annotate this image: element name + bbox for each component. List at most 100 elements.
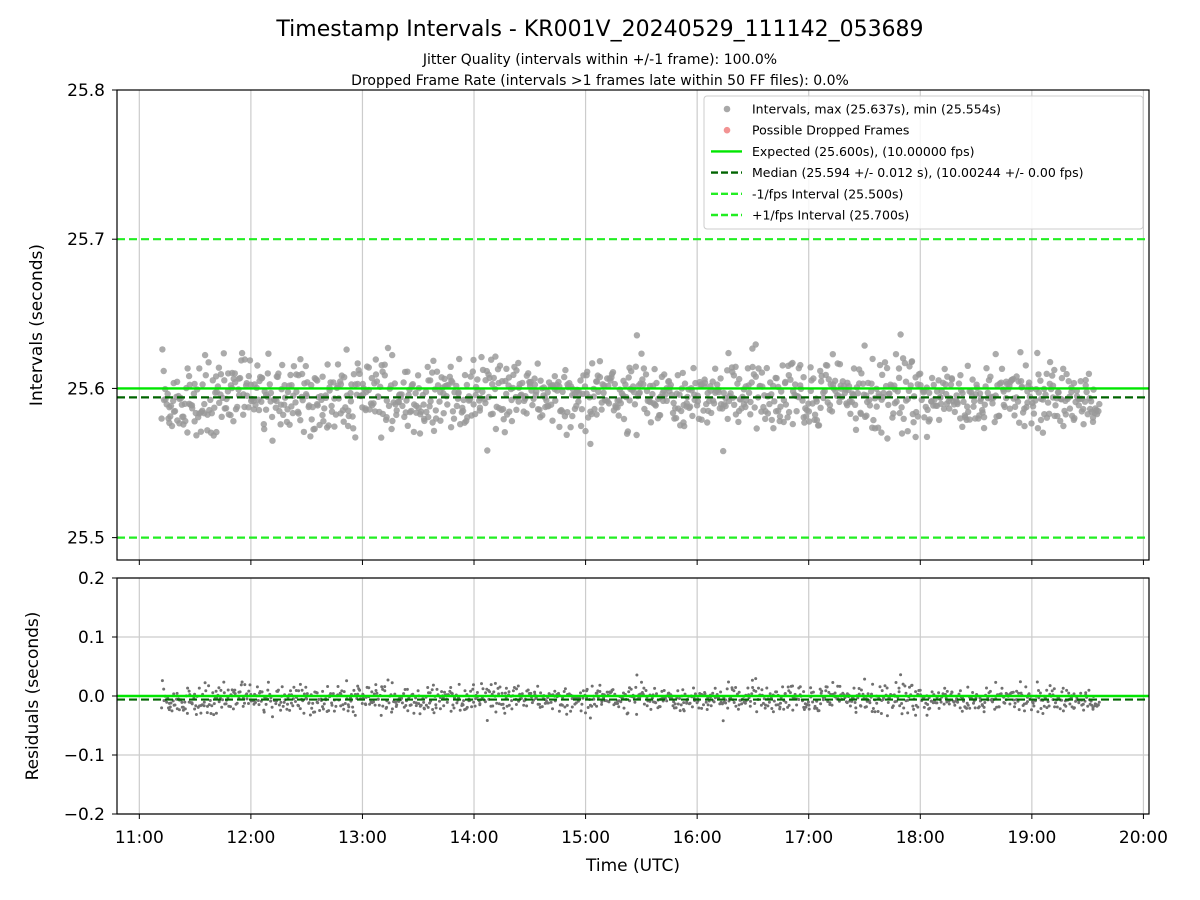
interval-point <box>836 361 844 368</box>
interval-point <box>1080 421 1087 428</box>
residual-point <box>321 689 325 693</box>
interval-point <box>681 422 688 430</box>
interval-point <box>708 409 715 417</box>
residual-point <box>233 692 237 696</box>
residual-point <box>655 692 658 696</box>
residual-point <box>546 701 550 705</box>
x-tick-label: 16:00 <box>673 828 722 848</box>
interval-point <box>344 422 352 430</box>
interval-point <box>890 410 897 417</box>
residual-point <box>836 684 840 688</box>
residual-point <box>871 707 875 710</box>
residual-point <box>563 687 567 691</box>
residual-point <box>901 682 905 686</box>
residual-point <box>481 687 485 691</box>
interval-point <box>983 365 990 372</box>
interval-point <box>858 370 865 377</box>
interval-point <box>805 408 813 415</box>
residual-point <box>181 705 185 709</box>
residual-point <box>298 682 302 686</box>
interval-point <box>807 364 814 371</box>
interval-point <box>971 397 978 405</box>
interval-point <box>171 407 179 415</box>
interval-point <box>479 388 486 395</box>
residual-point <box>709 704 713 708</box>
residual-point <box>426 705 430 709</box>
residual-point <box>863 677 867 681</box>
interval-point <box>730 372 738 379</box>
residual-point <box>569 709 573 713</box>
interval-point <box>328 402 335 410</box>
residual-point <box>422 707 426 711</box>
residual-point <box>230 688 234 692</box>
interval-point <box>254 362 261 369</box>
interval-point <box>622 381 629 388</box>
residual-point <box>318 709 322 712</box>
interval-point <box>534 360 541 367</box>
residual-point <box>321 705 324 709</box>
interval-point <box>940 405 948 412</box>
residual-point <box>791 684 794 688</box>
residual-point <box>515 687 518 691</box>
interval-point <box>589 360 596 367</box>
residual-point <box>682 709 686 713</box>
residual-point <box>373 703 377 707</box>
interval-point <box>533 388 540 395</box>
interval-point <box>861 342 868 349</box>
interval-point <box>567 424 574 431</box>
interval-point <box>724 415 731 423</box>
residual-point <box>791 708 795 712</box>
residual-point <box>850 699 854 703</box>
interval-point <box>898 430 906 437</box>
interval-point <box>292 399 299 406</box>
residual-point <box>820 689 824 693</box>
interval-point <box>1037 416 1045 424</box>
residual-point <box>1064 704 1068 708</box>
interval-point <box>211 404 218 411</box>
interval-point <box>1044 399 1052 406</box>
interval-point <box>290 363 298 370</box>
interval-point <box>892 351 900 358</box>
residual-point <box>212 702 216 706</box>
interval-point <box>768 416 775 424</box>
residual-point <box>383 685 387 689</box>
residual-point <box>551 707 554 711</box>
intervals-y-ticks: 25.5 25.6 25.7 25.8 <box>67 81 117 549</box>
residual-point <box>706 703 710 707</box>
residual-point <box>1061 709 1065 713</box>
residual-point <box>997 705 1001 709</box>
residual-point <box>231 707 235 711</box>
interval-point <box>332 411 340 418</box>
residual-point <box>432 711 436 715</box>
residual-point <box>390 681 394 685</box>
residual-point <box>1079 691 1083 695</box>
residual-point <box>286 702 289 706</box>
interval-point <box>797 361 804 369</box>
residual-point <box>294 700 297 703</box>
interval-point <box>854 390 861 397</box>
interval-point <box>928 374 936 382</box>
residual-point <box>703 692 707 696</box>
interval-point <box>709 378 716 385</box>
interval-point <box>644 410 651 417</box>
interval-point <box>731 401 738 408</box>
interval-point <box>490 374 497 382</box>
interval-point <box>1080 405 1087 413</box>
residual-point <box>443 690 446 694</box>
interval-point <box>720 389 727 397</box>
interval-point <box>547 401 555 408</box>
residual-point <box>472 700 476 704</box>
residual-point <box>681 688 685 692</box>
interval-point <box>815 422 823 429</box>
residual-point <box>953 703 957 707</box>
interval-point <box>293 388 300 395</box>
interval-point <box>1021 422 1028 430</box>
interval-point <box>288 382 295 389</box>
residual-point <box>186 686 190 690</box>
residual-point <box>746 686 750 690</box>
residual-point <box>274 702 278 706</box>
residual-point <box>712 700 716 704</box>
residual-point <box>1041 712 1045 715</box>
residual-point <box>202 700 206 704</box>
residual-point <box>908 685 911 689</box>
